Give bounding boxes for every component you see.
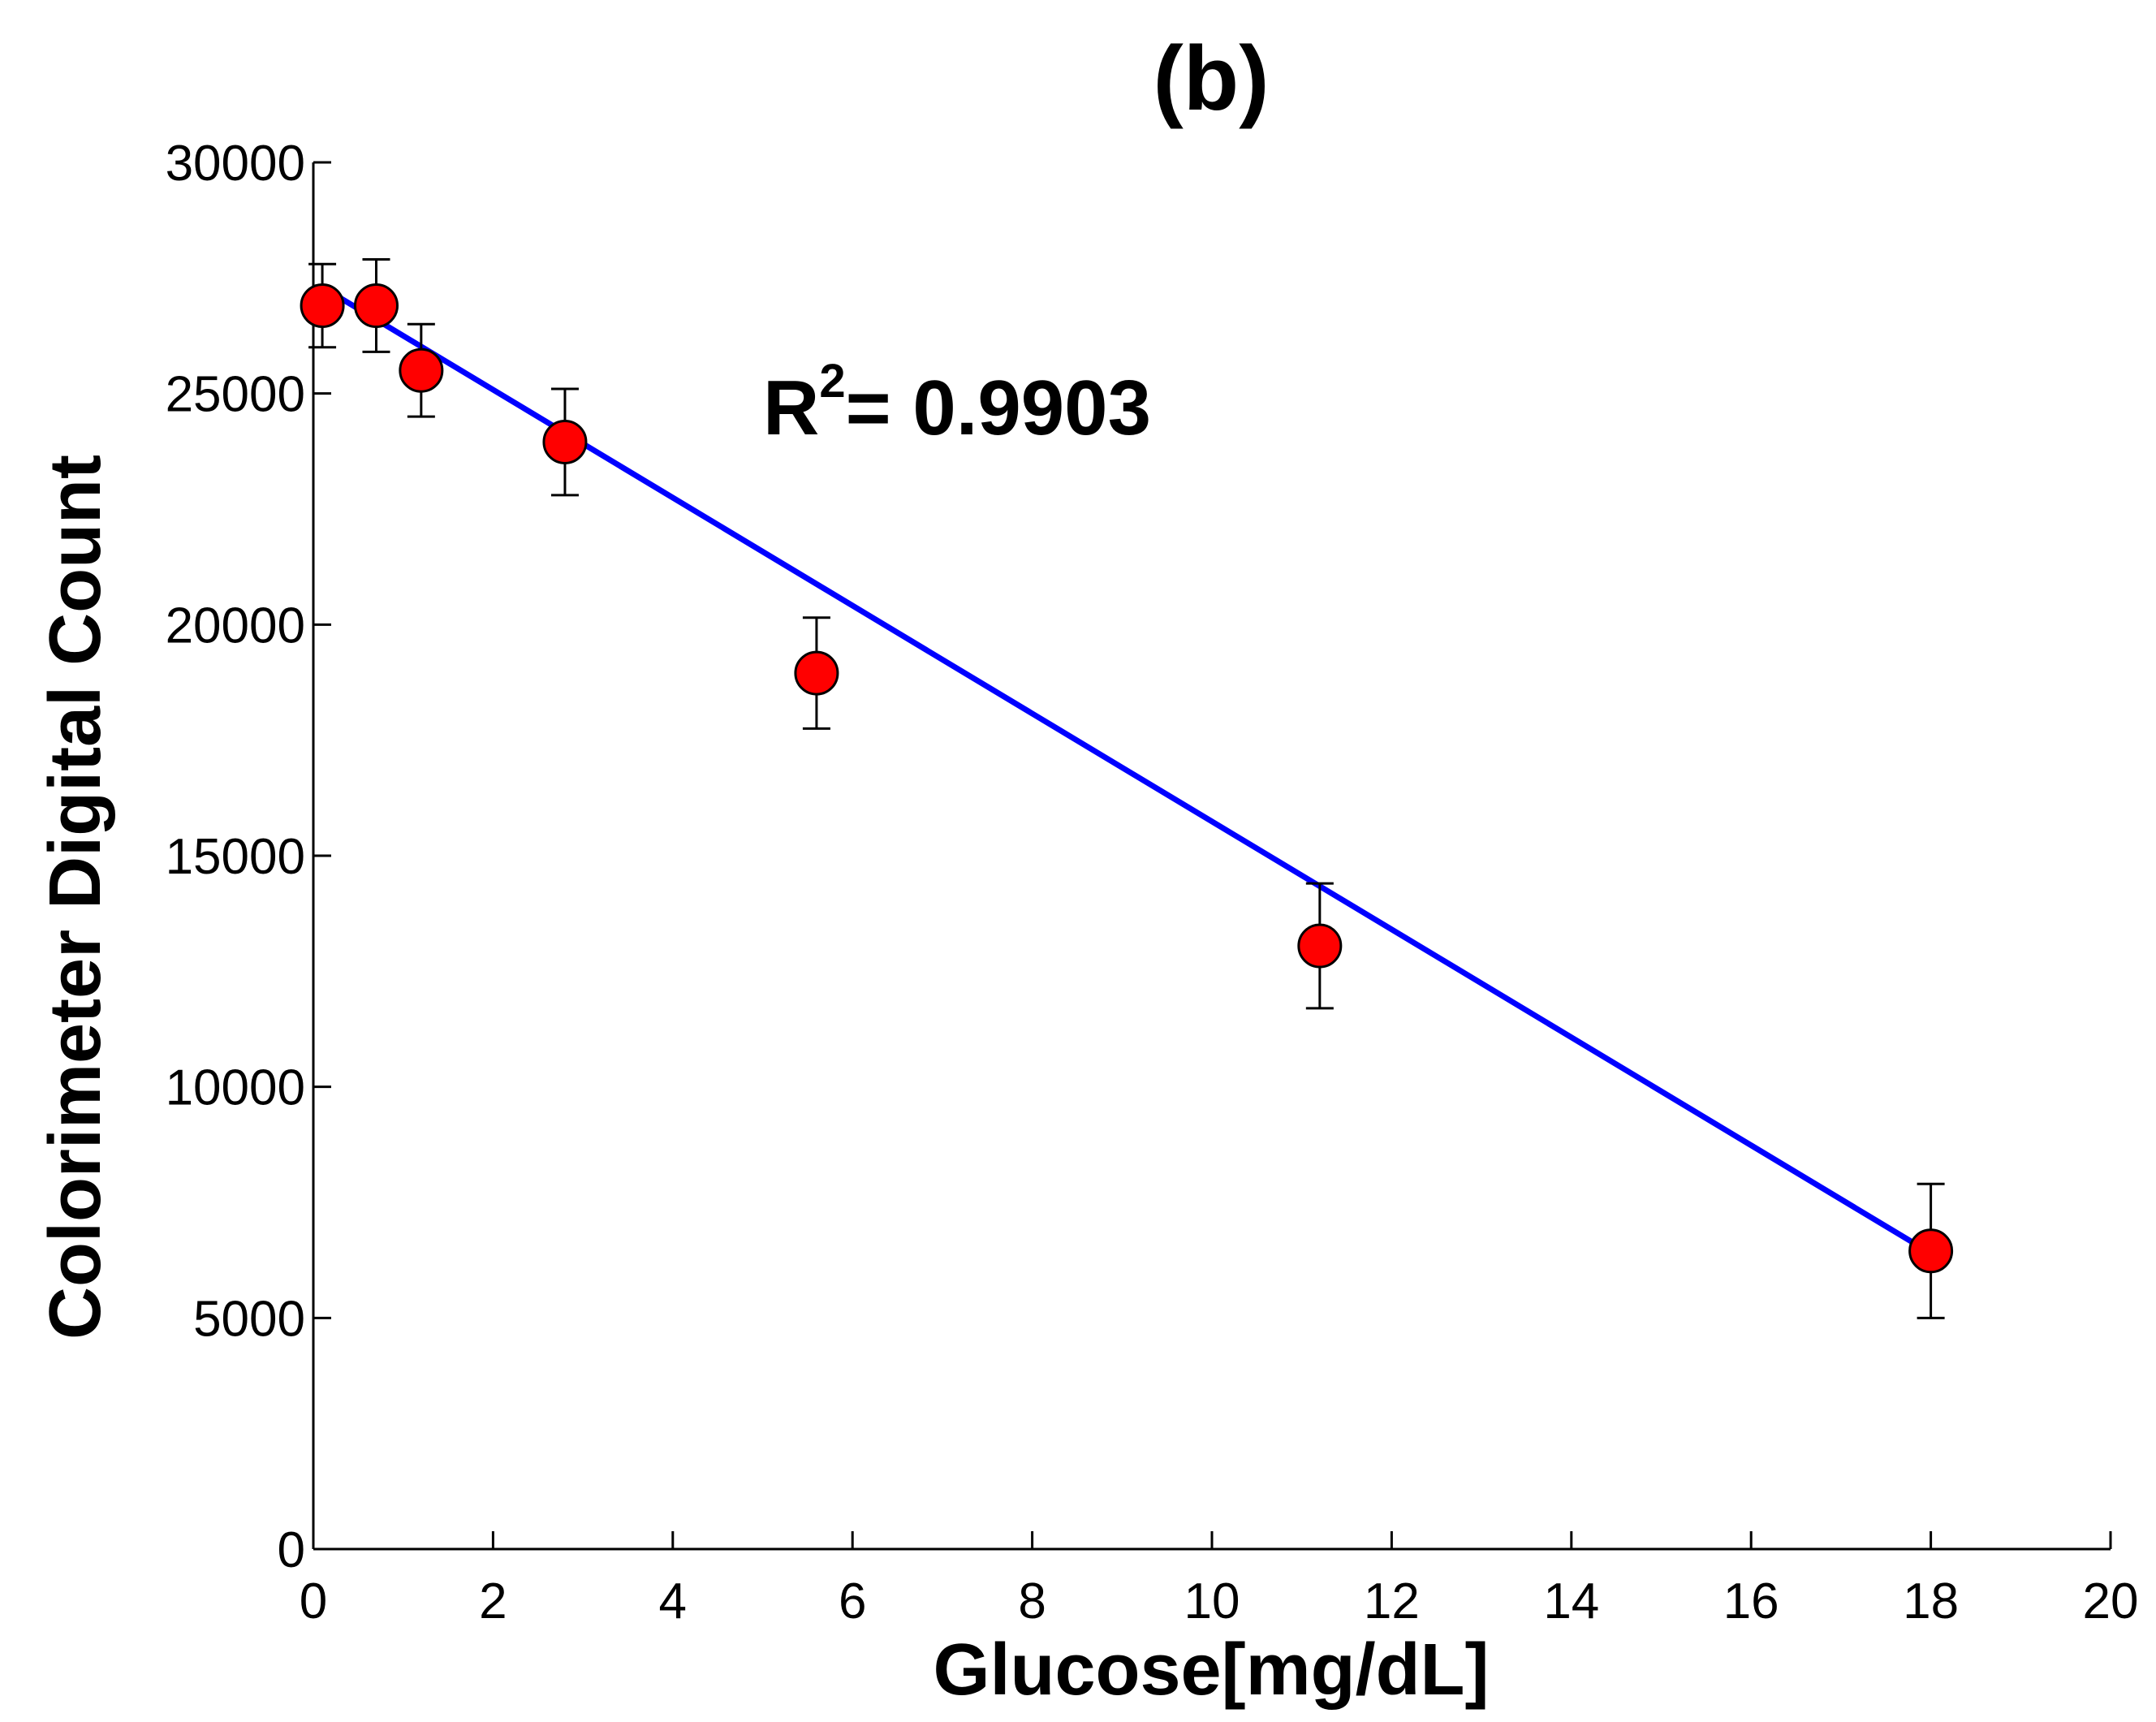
y-axis-label: Colorimeter Digital Count xyxy=(35,455,116,1340)
x-tick-label: 12 xyxy=(1364,1573,1420,1629)
plot-area: 0 2 4 6 8 10 12 14 16 18 20 0 5000 10000 15000 20000 250… xyxy=(166,136,2139,1629)
x-tick-label: 10 xyxy=(1184,1573,1240,1629)
data-point xyxy=(300,283,345,328)
x-tick-label: 8 xyxy=(1018,1573,1046,1629)
x-tick-label: 20 xyxy=(2083,1573,2139,1629)
x-tick-label: 14 xyxy=(1543,1573,1599,1629)
data-point xyxy=(1908,1228,1954,1274)
data-point xyxy=(399,347,444,393)
r-squared-value: = 0.9903 xyxy=(846,365,1151,451)
data-point xyxy=(1297,923,1343,969)
y-tick-label: 20000 xyxy=(166,598,305,654)
x-tick-label: 4 xyxy=(659,1573,687,1629)
data-point xyxy=(353,283,399,328)
y-tick-label: 15000 xyxy=(166,829,305,885)
x-tick-label: 18 xyxy=(1903,1573,1959,1629)
r-squared-label: R xyxy=(763,365,819,451)
y-tick-label: 25000 xyxy=(166,367,305,423)
data-point xyxy=(794,650,839,696)
r-squared-annotation: R2= 0.9903 xyxy=(763,355,1151,451)
data-point xyxy=(542,419,588,464)
y-tick-label: 5000 xyxy=(193,1291,305,1347)
x-axis-label: Glucose[mg/dL] xyxy=(933,1629,1489,1711)
r-squared-superscript: 2 xyxy=(819,355,845,408)
y-tick-label: 10000 xyxy=(166,1060,305,1116)
x-tick-label: 6 xyxy=(839,1573,866,1629)
y-tick-label: 0 xyxy=(278,1522,305,1578)
fit-line xyxy=(319,284,1934,1257)
chart-title: (b) xyxy=(1153,28,1269,129)
y-tick-label: 30000 xyxy=(166,136,305,192)
x-tick-label: 16 xyxy=(1723,1573,1779,1629)
x-tick-label: 0 xyxy=(300,1573,327,1629)
x-tick-label: 2 xyxy=(479,1573,507,1629)
